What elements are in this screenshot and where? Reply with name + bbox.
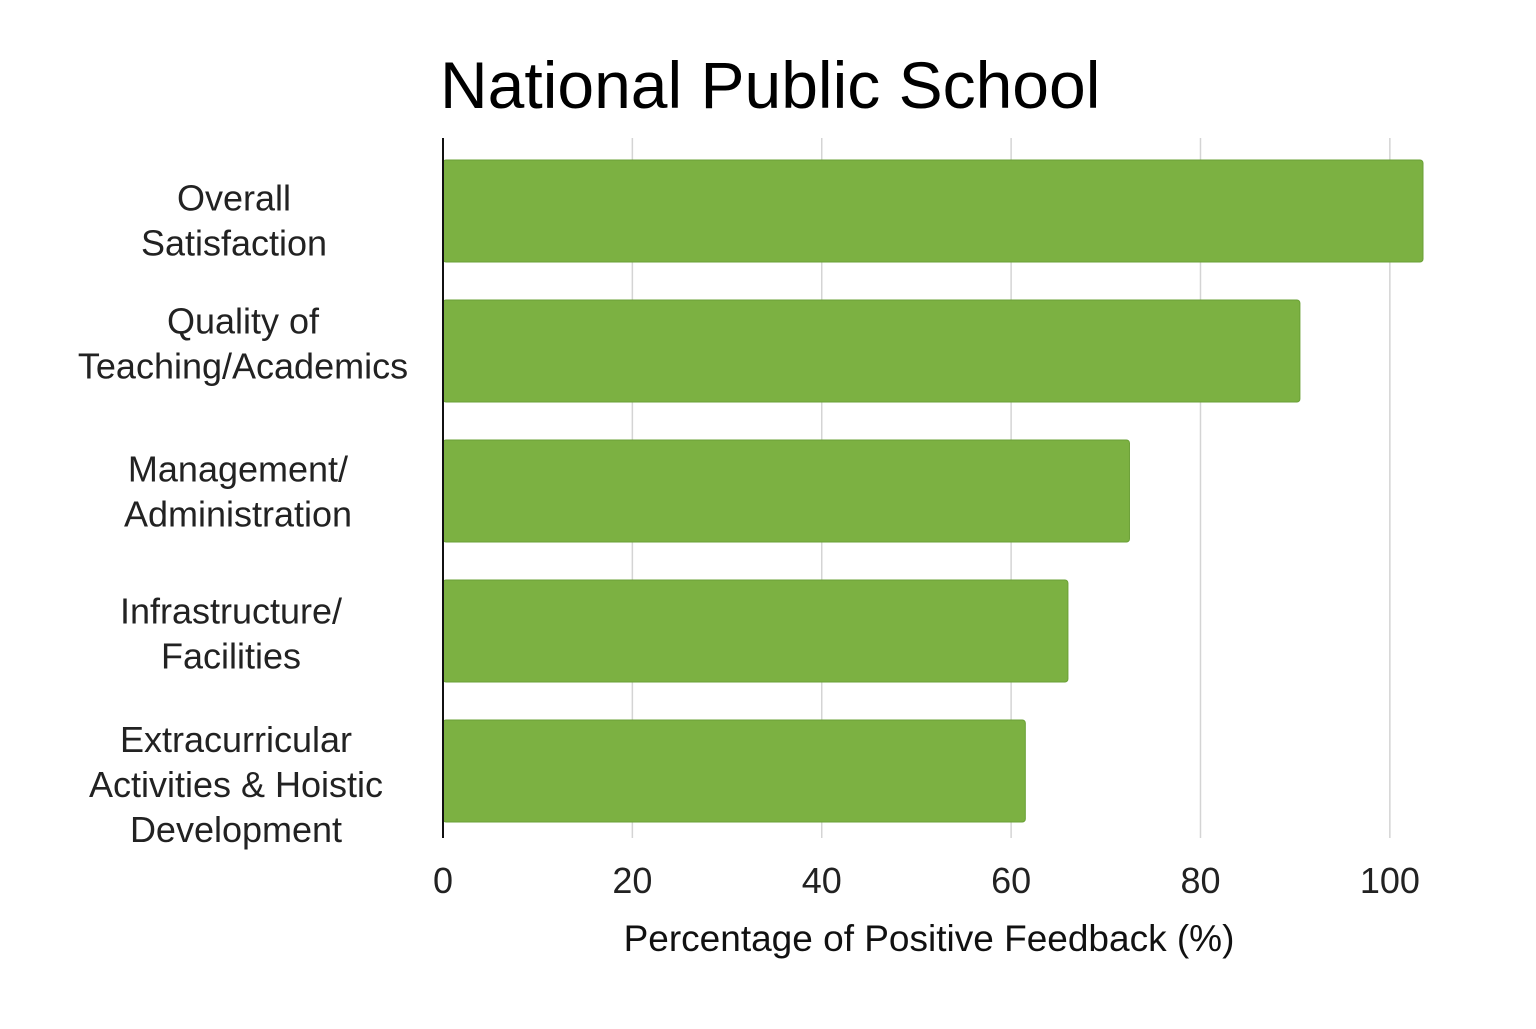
category-label: Management/Administration <box>124 449 352 535</box>
bar <box>442 579 1069 683</box>
bar <box>442 159 1424 263</box>
category-label-line: Overall <box>177 178 291 219</box>
category-label-line: Facilities <box>161 636 301 677</box>
category-label: Extracurricular Activities & Hoistic Devel… <box>89 719 383 850</box>
x-axis-title: Percentage of Positive Feedback (%) <box>624 918 1235 959</box>
category-label-line: Teaching/Academics <box>78 346 408 387</box>
bar <box>442 719 1026 823</box>
category-label-line: Management/ <box>128 449 348 490</box>
x-tick-label: 80 <box>1180 860 1220 901</box>
category-label: Overall Satisfaction <box>141 178 327 264</box>
x-tick-label: 20 <box>612 860 652 901</box>
bar <box>442 439 1130 543</box>
chart-title: National Public School <box>440 48 1100 122</box>
category-label-line: Activities & Hoistic <box>89 764 383 805</box>
category-labels: Overall Satisfaction Quality of Teaching/Ac… <box>78 178 408 851</box>
x-tick-labels: 0 20 40 60 80 100 <box>433 860 1420 901</box>
category-label-line: Development <box>130 809 342 850</box>
x-tick-label: 60 <box>991 860 1031 901</box>
x-tick-label: 40 <box>802 860 842 901</box>
x-tick-label: 100 <box>1360 860 1420 901</box>
category-label: Quality of Teaching/Academics <box>78 301 408 387</box>
category-label-line: Satisfaction <box>141 223 327 264</box>
category-label: Infrastructure/Facilities <box>120 591 342 677</box>
category-label-line: Extracurricular <box>120 719 352 760</box>
x-tick-label: 0 <box>433 860 453 901</box>
category-label-line: Quality of <box>167 301 320 342</box>
category-label-line: Infrastructure/ <box>120 591 342 632</box>
bars <box>442 159 1424 823</box>
category-label-line: Administration <box>124 494 352 535</box>
bar <box>442 299 1301 403</box>
